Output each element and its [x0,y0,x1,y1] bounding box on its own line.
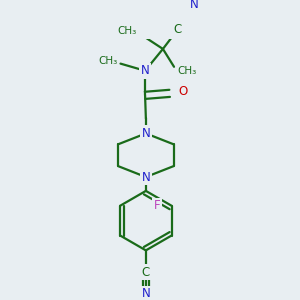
Text: CH₃: CH₃ [98,56,117,66]
Text: N: N [142,170,150,184]
Text: N: N [190,0,198,11]
Text: N: N [142,287,150,300]
Text: N: N [141,64,149,77]
Text: C: C [174,22,182,36]
Text: CH₃: CH₃ [118,26,137,36]
Text: C: C [142,266,150,279]
Text: O: O [178,85,188,98]
Text: CH₃: CH₃ [177,66,196,76]
Text: F: F [154,199,160,212]
Text: N: N [142,127,150,140]
